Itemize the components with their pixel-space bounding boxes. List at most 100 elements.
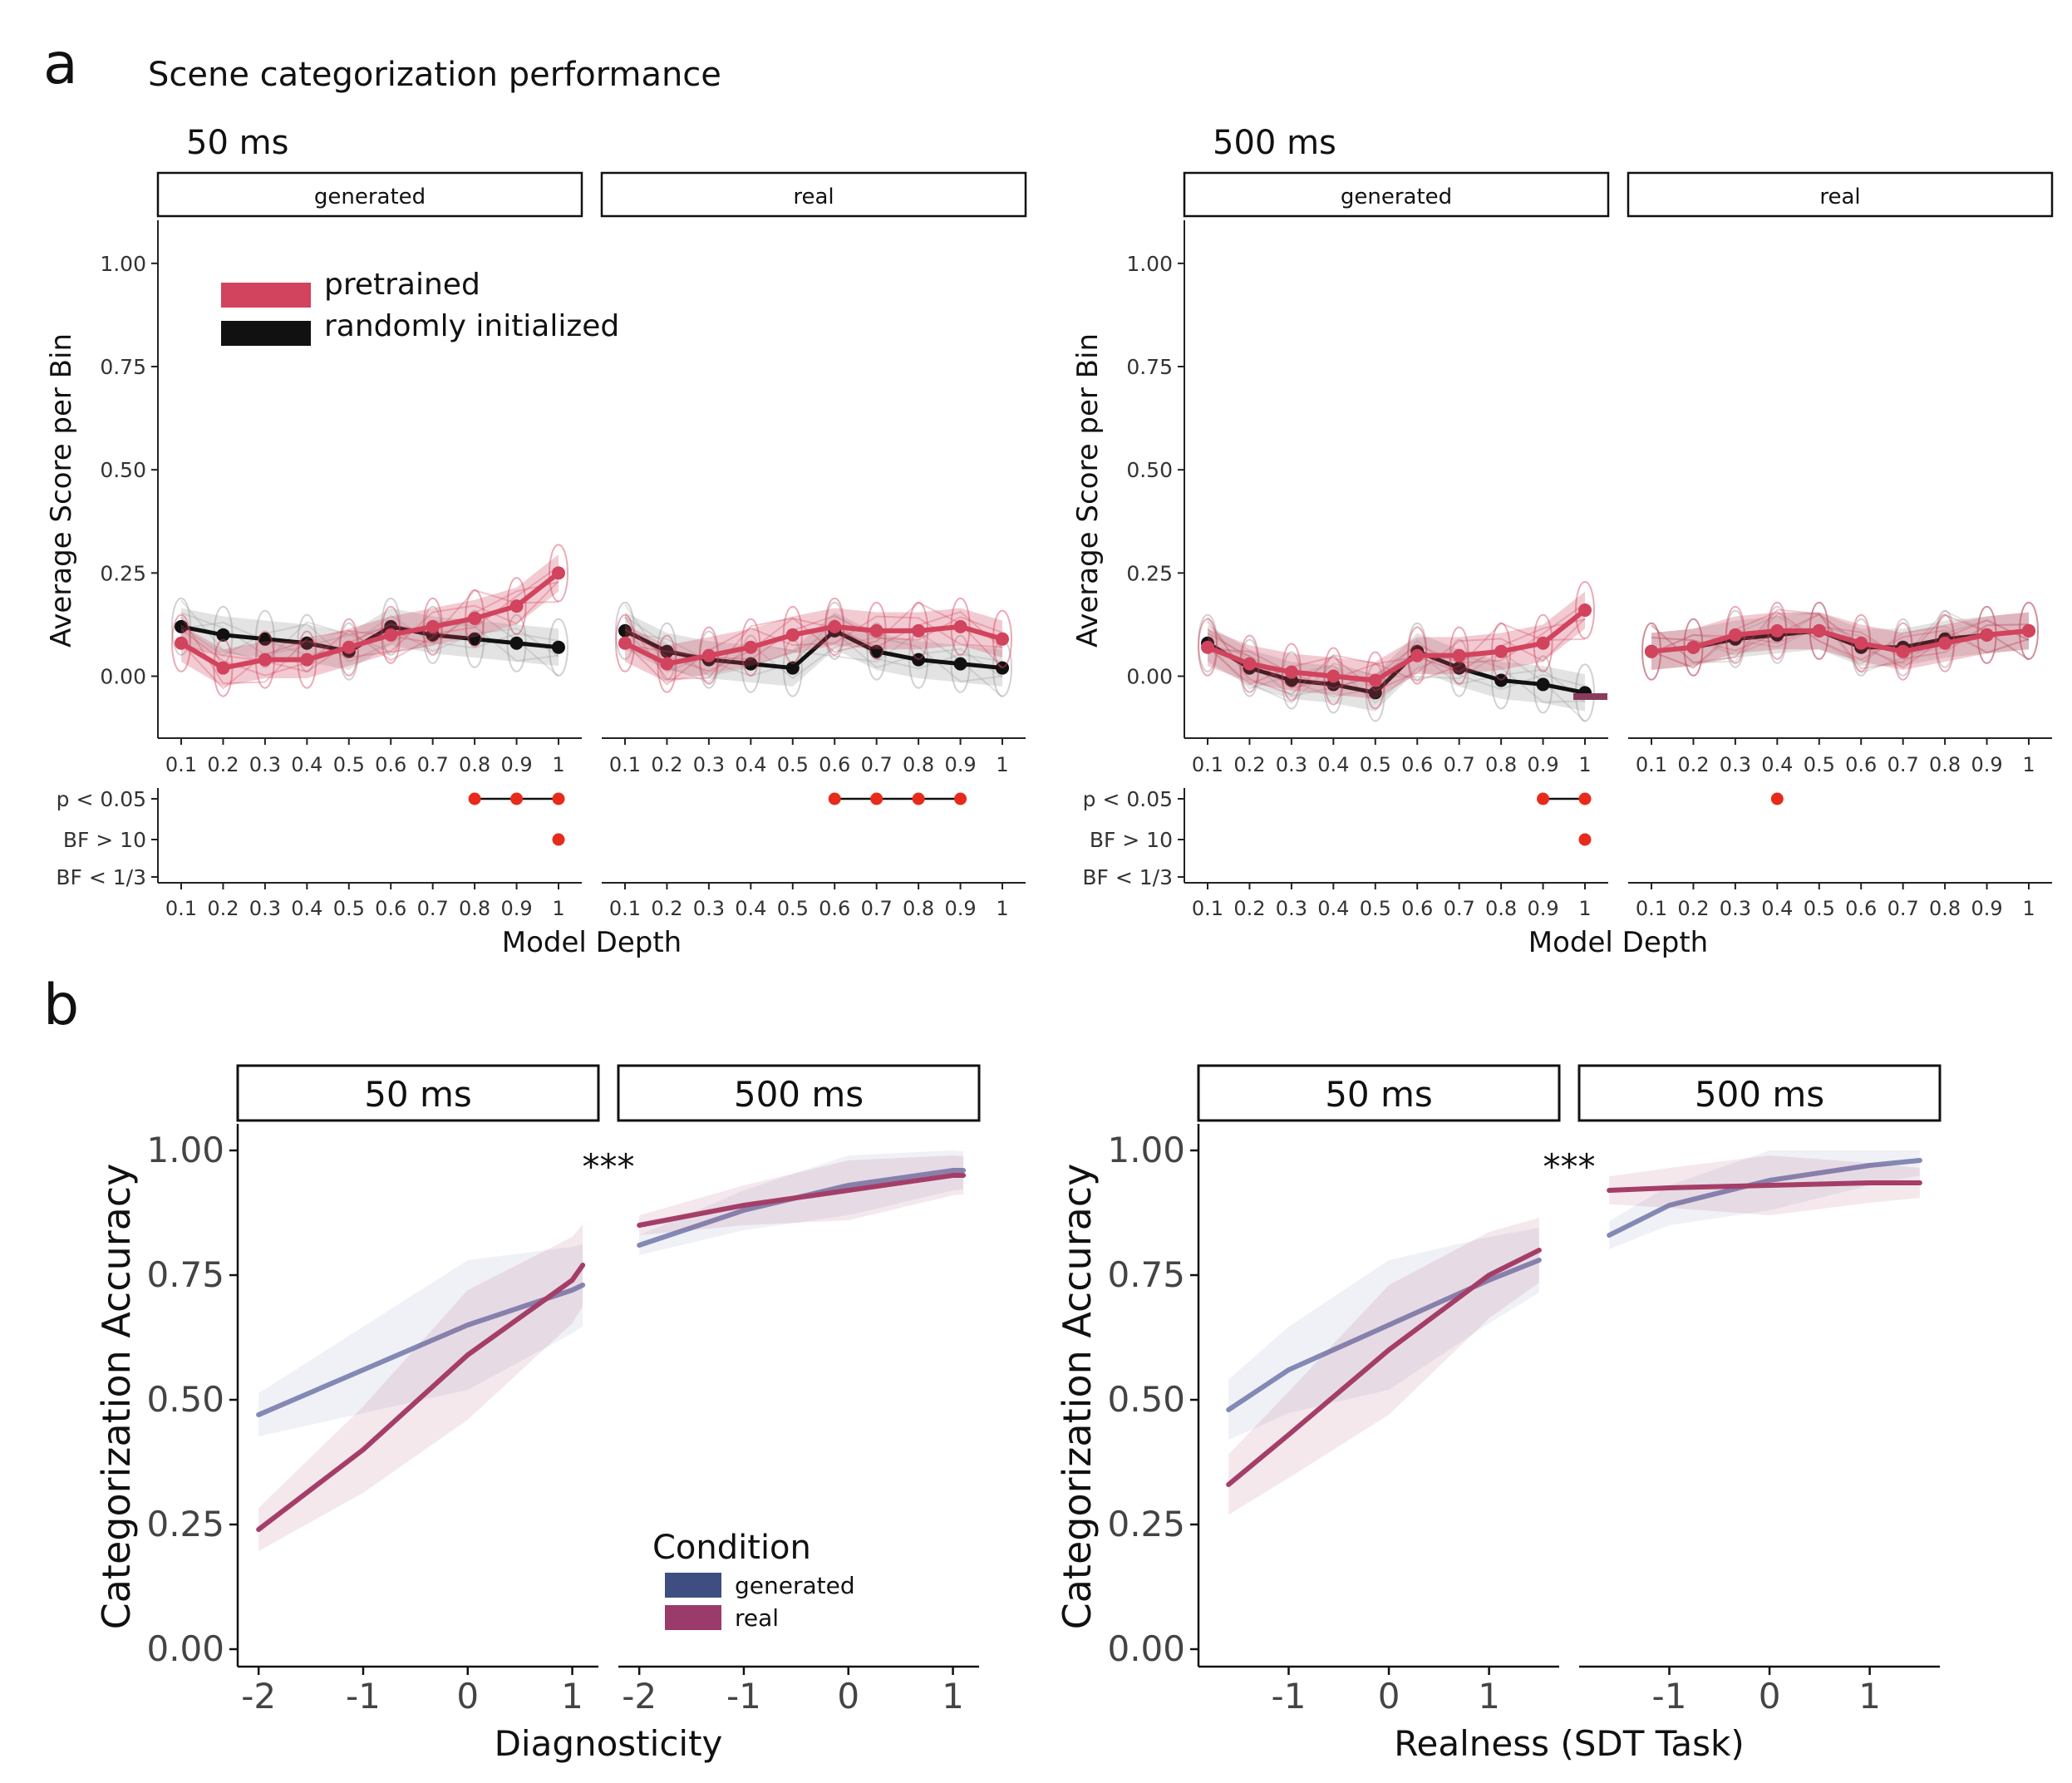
panel-a-title: Scene categorization performance — [148, 56, 721, 94]
x-tick-label: 0.4 — [291, 753, 322, 776]
y-tick-label: 0.25 — [100, 561, 146, 585]
x-tick-label: 0.7 — [1444, 753, 1475, 776]
p-sig-dot — [552, 792, 565, 805]
timing-label: 50 ms — [186, 124, 288, 162]
random-point — [1452, 661, 1466, 675]
pretrained-point — [1368, 673, 1382, 687]
x-axis-title: Model Depth — [502, 926, 682, 959]
random-point — [509, 636, 524, 650]
pretrained-band — [1651, 612, 2029, 671]
x-tick-label: 0.5 — [777, 753, 809, 776]
random-trace — [1651, 613, 2030, 665]
x-tick-label: 0.9 — [944, 753, 976, 776]
pretrained-violin — [338, 618, 359, 677]
pretrained-point — [342, 640, 356, 654]
y-tick-label: 0.50 — [1107, 1379, 1185, 1420]
facet-label: 500 ms — [734, 1074, 864, 1115]
pretrained-trace — [1651, 608, 2030, 670]
pretrained-point — [1284, 665, 1298, 679]
pretrained-point — [175, 636, 188, 650]
pretrained-point — [258, 653, 272, 667]
x-tick-label: 0.5 — [333, 753, 365, 776]
timing-label: 500 ms — [1213, 124, 1336, 162]
legend-random-label: randomly initialized — [324, 309, 619, 343]
pretrained-point — [509, 599, 524, 613]
generated-ci-band — [639, 1150, 964, 1255]
sig-x-tick-label: 0.2 — [1677, 897, 1709, 920]
y-tick-label: 0.50 — [1126, 458, 1173, 482]
y-tick-label: 1.00 — [1107, 1130, 1185, 1170]
y-tick-label: 0.00 — [1107, 1628, 1185, 1669]
sig-x-tick-label: 0.5 — [1360, 897, 1391, 920]
sig-x-tick-label: 0.2 — [651, 897, 682, 920]
sig-x-tick-label: 0.4 — [291, 897, 322, 920]
random-line — [623, 628, 1003, 671]
real-fit-line — [637, 1173, 967, 1228]
sig-x-tick-label: 0.8 — [903, 897, 934, 920]
x-tick-label: 0.3 — [693, 753, 725, 776]
x-tick-label: 1 — [1858, 1676, 1881, 1717]
x-tick-label: 0 — [1759, 1676, 1781, 1717]
y-tick-label: 0.75 — [1107, 1254, 1185, 1295]
y-tick-label: 1.00 — [1126, 252, 1173, 276]
facet-label: 500 ms — [1695, 1074, 1824, 1115]
x-tick-label: 0.2 — [207, 753, 239, 776]
pretrained-point — [1578, 603, 1592, 618]
sig-x-tick-label: 0.1 — [1192, 897, 1223, 920]
random-point — [1494, 673, 1508, 687]
pretrained-line — [623, 623, 1003, 667]
sig-x-tick-label: 1 — [2022, 897, 2035, 920]
pretrained-trace — [1651, 613, 2030, 669]
x-tick-label: 1 — [1478, 1676, 1500, 1717]
x-tick-label: 0 — [837, 1676, 859, 1717]
pretrained-point — [426, 619, 440, 633]
x-tick-label: 0.3 — [1276, 753, 1307, 776]
x-tick-label: 0.9 — [1527, 753, 1558, 776]
real-fit-line — [1607, 1180, 1922, 1193]
sig-x-tick-label: 0.6 — [1401, 897, 1433, 920]
legend-title: Condition — [652, 1529, 811, 1567]
facet-label: real — [1819, 185, 1860, 209]
random-point — [552, 640, 565, 654]
p-sig-dot — [954, 792, 967, 805]
pretrained-point — [1770, 623, 1784, 638]
facet-strip — [600, 171, 1027, 218]
bf10-dot — [1578, 833, 1592, 846]
y-axis-title: Categorization Accuracy — [94, 1164, 139, 1630]
pretrained-point — [785, 628, 800, 642]
sig-x-tick-label: 0.6 — [375, 897, 406, 920]
random-violin — [1407, 622, 1428, 681]
pretrained-point — [996, 632, 1009, 646]
legend-pretrained-label: pretrained — [324, 268, 480, 302]
pretrained-point — [1243, 657, 1257, 671]
sig-x-tick-label: 0.9 — [1971, 897, 2002, 920]
sig-x-tick-label: 0.3 — [693, 897, 725, 920]
facet-strip — [1183, 171, 1610, 218]
facet-strip — [236, 1064, 600, 1122]
y-tick-label: 1.00 — [146, 1130, 224, 1170]
x-tick-label: 0.1 — [1636, 753, 1667, 776]
sig-x-tick-label: 0.5 — [333, 897, 365, 920]
sig-x-tick-label: 0.8 — [1929, 897, 1961, 920]
y-axis-title: Categorization Accuracy — [1055, 1164, 1100, 1630]
random-point — [216, 628, 230, 642]
x-tick-label: 0.2 — [1233, 753, 1265, 776]
pretrained-point — [1896, 644, 1910, 658]
sig-x-tick-label: 0.7 — [1444, 897, 1475, 920]
p-sig-dot — [1578, 792, 1592, 805]
random-point — [258, 632, 272, 646]
facet-label: real — [793, 185, 834, 209]
panel-a: 50 ms 1.00 0.75 0.50 0.25 0.00 Average Score p… — [45, 124, 2054, 959]
x-tick-label: 0.3 — [1720, 753, 1751, 776]
pretrained-trace — [624, 610, 1003, 672]
pretrained-point — [468, 611, 482, 625]
x-tick-label: 1 — [561, 1676, 583, 1717]
random-point — [618, 623, 632, 638]
pretrained-violin — [615, 613, 635, 672]
x-tick-label: -1 — [1272, 1676, 1307, 1717]
x-tick-label: -1 — [1652, 1676, 1687, 1717]
y-tick-label: 0.25 — [1107, 1504, 1185, 1544]
facet-label: generated — [314, 185, 426, 209]
x-axis-title: Diagnosticity — [495, 1723, 723, 1764]
generated-ci-band — [258, 1244, 583, 1436]
